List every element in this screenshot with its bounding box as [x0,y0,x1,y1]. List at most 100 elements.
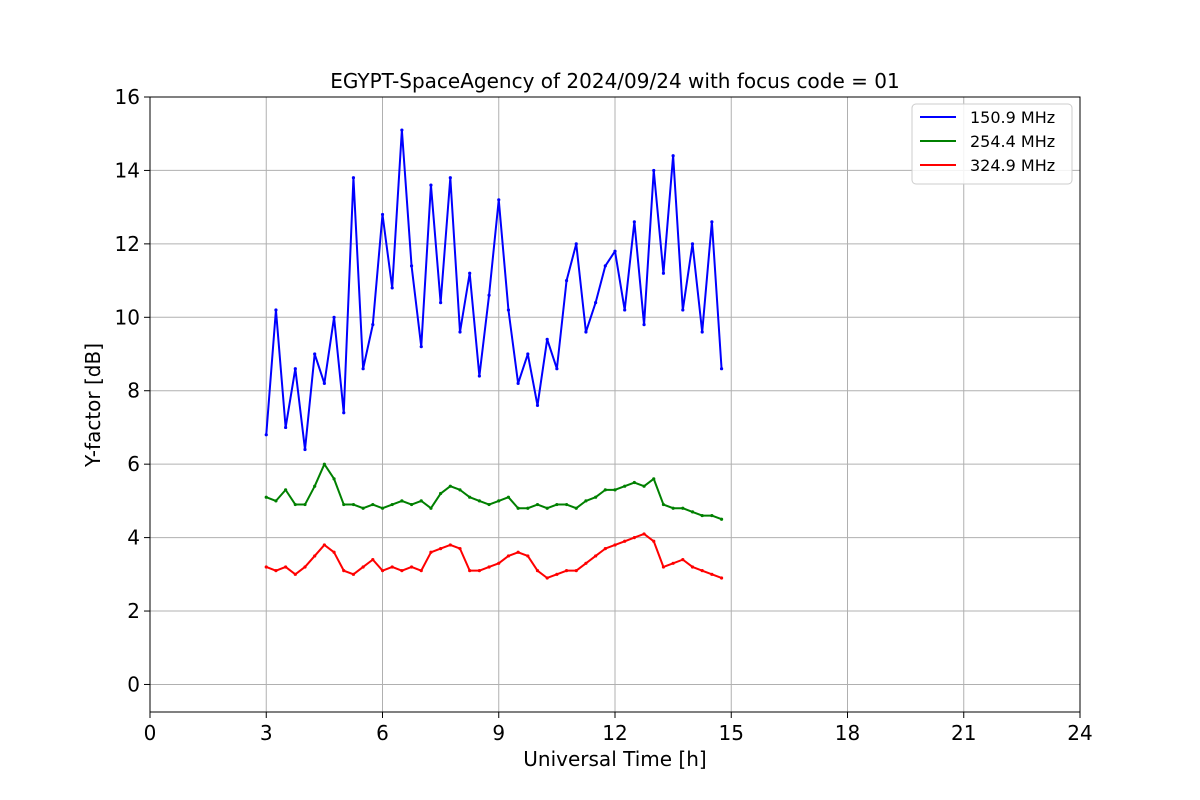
legend-label-3: 324.9 MHz [970,156,1055,175]
data-point [545,506,549,510]
data-point [526,554,530,558]
data-point [574,569,578,573]
data-point [623,484,627,488]
data-point [284,488,288,492]
data-point [313,554,317,558]
y-tick-label: 6 [127,452,140,476]
data-point [594,554,598,558]
data-point [293,572,297,576]
data-point [632,535,636,540]
data-point [380,212,385,217]
data-point [458,547,462,551]
data-point [545,576,549,580]
data-point [661,565,666,569]
data-point [351,502,356,507]
data-point [361,506,365,510]
data-point [497,499,501,503]
data-point [477,569,481,573]
data-point [487,293,491,297]
data-point [448,543,452,547]
y-axis-title: Y-factor [dB] [81,343,105,468]
data-point [342,502,346,507]
data-point [642,323,646,327]
data-point [332,477,336,481]
x-tick-label: 6 [376,721,389,745]
data-point [361,565,365,569]
data-point [458,488,462,492]
data-point [671,506,675,510]
data-point [690,565,695,569]
data-point [351,176,356,180]
data-point [564,502,569,507]
data-point [516,381,520,385]
y-tick-label: 14 [115,158,140,182]
data-point [671,561,675,565]
data-point [380,569,385,573]
data-point [429,183,433,187]
data-point [700,330,704,334]
data-point [516,506,520,510]
data-point [468,495,472,499]
data-point [690,510,695,514]
legend-label-1: 150.9 MHz [970,108,1055,127]
data-point [468,271,472,275]
x-axis-title: Universal Time [h] [523,747,706,771]
data-point [439,491,443,496]
data-point [623,539,627,543]
data-point [284,565,288,569]
x-axis-ticks: 0 3 6 9 12 15 18 21 24 [144,712,1093,745]
data-point [681,308,685,312]
legend: 150.9 MHz 254.4 MHz 324.9 MHz [911,103,1073,185]
data-point [516,550,520,554]
data-point [661,271,666,275]
series-line-1 [265,129,723,451]
data-point [623,308,627,312]
data-point [322,543,326,547]
data-point [506,554,511,558]
data-point [284,425,288,430]
y-tick-label: 4 [127,526,140,550]
data-point [303,502,307,507]
x-tick-label: 15 [719,721,744,745]
data-point [690,242,695,246]
y-axis-ticks: 0 2 4 6 8 10 12 14 16 [115,85,150,696]
data-point [555,502,559,507]
data-point [632,220,636,224]
y-tick-label: 10 [115,305,140,329]
data-point [361,367,365,371]
data-point [419,499,423,503]
data-point [555,572,559,576]
data-point [613,543,617,547]
data-point [274,499,278,503]
data-point [535,569,540,573]
data-point [293,502,297,507]
data-point [468,569,472,573]
y-tick-label: 2 [127,599,140,623]
data-point [603,264,607,268]
data-point [506,495,511,499]
y-tick-label: 16 [115,85,140,109]
data-point [448,484,452,488]
data-point [564,278,569,283]
data-point [439,301,443,305]
data-point [371,502,375,507]
data-point [719,517,724,521]
data-point [303,447,307,452]
data-point [574,506,578,510]
data-point [477,374,481,378]
data-point [409,565,414,569]
y-tick-label: 0 [127,672,140,696]
x-tick-label: 0 [144,721,157,745]
data-point [613,249,617,253]
data-point [351,572,356,576]
data-point [342,569,346,573]
data-point [371,323,375,327]
data-point [700,513,704,518]
data-point [564,569,569,573]
data-point [642,484,646,488]
data-point [584,499,588,503]
data-point [409,264,414,268]
x-tick-label: 12 [602,721,627,745]
data-point [497,561,501,565]
series-line-3 [265,532,722,579]
